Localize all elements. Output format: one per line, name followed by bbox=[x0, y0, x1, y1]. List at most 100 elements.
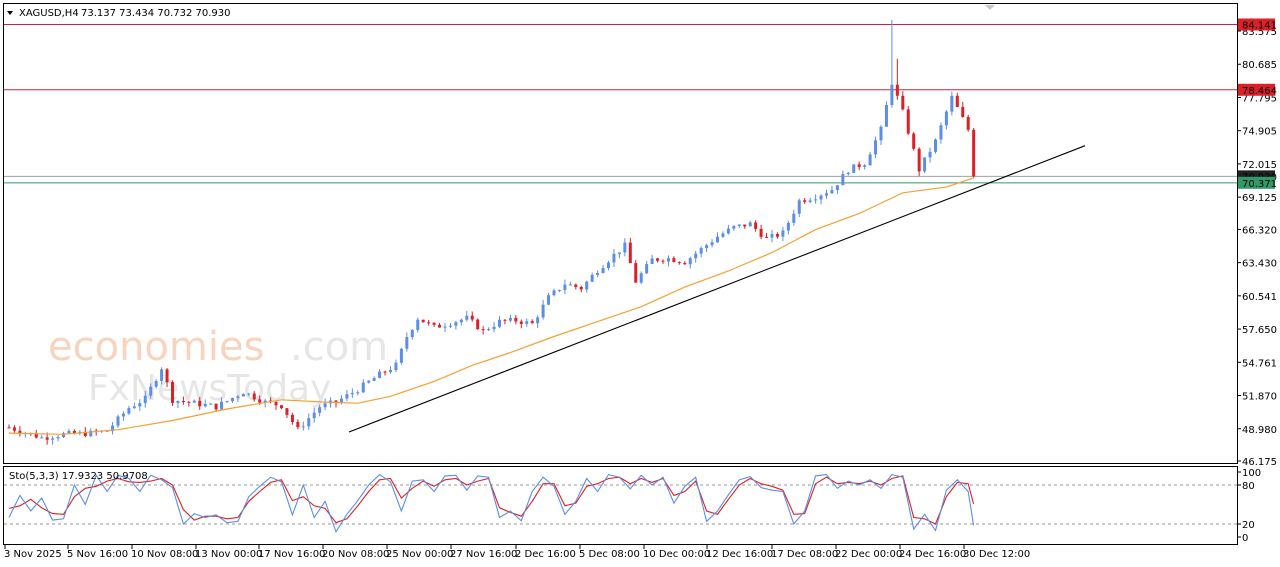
candle-body bbox=[568, 284, 572, 286]
candle-body bbox=[617, 252, 621, 254]
candle-body bbox=[710, 242, 714, 246]
candle-body bbox=[367, 380, 371, 383]
candle-body bbox=[12, 427, 16, 431]
candle-body bbox=[563, 284, 567, 290]
price-axis: 83.575 80.685 77.795 74.905 72.015 69.125 66.3… bbox=[1237, 27, 1277, 468]
candle-body bbox=[732, 225, 736, 229]
candle-body bbox=[51, 438, 55, 440]
candle-body bbox=[181, 401, 185, 403]
candle-body bbox=[280, 405, 283, 409]
candle-body bbox=[536, 317, 540, 324]
stoch-tick-label: 20 bbox=[1242, 520, 1255, 531]
candle-body bbox=[590, 274, 594, 282]
candle-body bbox=[34, 433, 38, 438]
candle-body bbox=[7, 427, 11, 429]
candle-body bbox=[814, 199, 818, 201]
candle-body bbox=[541, 304, 545, 318]
time-tick-label: 30 Dec 12:00 bbox=[963, 549, 1030, 560]
candle-body bbox=[361, 382, 365, 393]
candle-body bbox=[694, 253, 698, 259]
candle-body bbox=[421, 319, 425, 323]
candle-body bbox=[519, 321, 523, 324]
candle-body bbox=[666, 258, 670, 262]
watermark-dotcom: .com bbox=[290, 324, 388, 370]
candle-body bbox=[607, 262, 610, 269]
candle-body bbox=[759, 228, 763, 237]
time-tick-label: 17 Nov 16:00 bbox=[258, 549, 325, 560]
candle-body bbox=[688, 258, 692, 265]
candle-body bbox=[138, 403, 142, 407]
candle-body bbox=[656, 258, 660, 261]
candle-body bbox=[781, 230, 785, 237]
candle-body bbox=[846, 172, 850, 175]
time-tick-label: 5 Dec 08:00 bbox=[579, 549, 640, 560]
watermark: economies .com FxNewsToday bbox=[48, 324, 388, 409]
candle-body bbox=[160, 369, 164, 381]
time-tick-label: 24 Dec 16:00 bbox=[899, 549, 966, 560]
candle-body bbox=[743, 224, 747, 227]
price-label-text: 84.141 bbox=[1242, 21, 1277, 32]
symbol-label: XAGUSD,H4 bbox=[19, 8, 79, 19]
candle-body bbox=[187, 401, 191, 403]
candle-body bbox=[601, 268, 605, 274]
candle-body bbox=[852, 164, 856, 173]
time-tick-label: 3 Nov 2025 bbox=[4, 549, 62, 560]
watermark-fxnewstoday: FxNewsToday bbox=[88, 368, 331, 409]
candle-body bbox=[438, 324, 442, 328]
price-tick-label: 72.015 bbox=[1242, 160, 1277, 171]
time-tick-label: 2 Dec 16:00 bbox=[515, 549, 576, 560]
candle-body bbox=[236, 396, 240, 398]
time-tick-label: 10 Dec 00:00 bbox=[643, 549, 710, 560]
candle-body bbox=[923, 157, 927, 172]
candle-body bbox=[143, 395, 147, 404]
candle-body bbox=[432, 322, 436, 325]
candle-body bbox=[961, 106, 965, 118]
price-tick-label: 63.430 bbox=[1242, 259, 1277, 270]
candle-body bbox=[72, 430, 76, 434]
candle-body bbox=[230, 397, 234, 401]
trendline[interactable] bbox=[348, 145, 1086, 433]
candle-body bbox=[263, 400, 267, 403]
price-tick-label: 54.761 bbox=[1242, 358, 1277, 369]
candle-body bbox=[863, 165, 867, 167]
watermark-economies: economies bbox=[48, 324, 264, 370]
price-tick-label: 66.320 bbox=[1242, 225, 1277, 236]
candle-body bbox=[803, 200, 807, 202]
candle-body bbox=[220, 401, 224, 410]
candle-body bbox=[111, 425, 115, 432]
candle-body bbox=[274, 401, 278, 406]
candle-body bbox=[209, 403, 213, 405]
price-tick-label: 60.541 bbox=[1242, 292, 1277, 303]
candle-body bbox=[339, 398, 343, 403]
candle-body bbox=[765, 236, 769, 238]
candle-body bbox=[67, 430, 71, 434]
candle-body bbox=[45, 437, 49, 440]
candle-body bbox=[301, 426, 305, 428]
candle-body bbox=[797, 200, 801, 214]
shift-marker-icon[interactable] bbox=[985, 5, 995, 10]
candle-body bbox=[770, 233, 774, 238]
candle-body bbox=[639, 273, 643, 283]
candle-body bbox=[552, 290, 556, 296]
time-tick-label: 27 Nov 16:00 bbox=[450, 549, 517, 560]
candle-body bbox=[890, 84, 894, 105]
candle-body bbox=[296, 422, 300, 428]
candle-body bbox=[525, 321, 529, 324]
header-dropdown-icon[interactable] bbox=[7, 11, 13, 15]
candle-body bbox=[530, 321, 534, 324]
candle-body bbox=[928, 151, 932, 158]
candle-body bbox=[585, 281, 589, 290]
candle-body bbox=[841, 174, 845, 186]
main-pane-border bbox=[3, 3, 1238, 464]
candle-body bbox=[318, 407, 322, 413]
horizontal-levels[interactable] bbox=[4, 24, 1237, 184]
candle-body bbox=[83, 431, 87, 437]
candle-body bbox=[754, 222, 758, 229]
price-label-box bbox=[1238, 83, 1275, 96]
ohlc-label: 73.137 73.434 70.732 70.930 bbox=[81, 8, 231, 19]
price-tick-label: 69.125 bbox=[1242, 193, 1277, 204]
candle-body bbox=[312, 412, 316, 419]
